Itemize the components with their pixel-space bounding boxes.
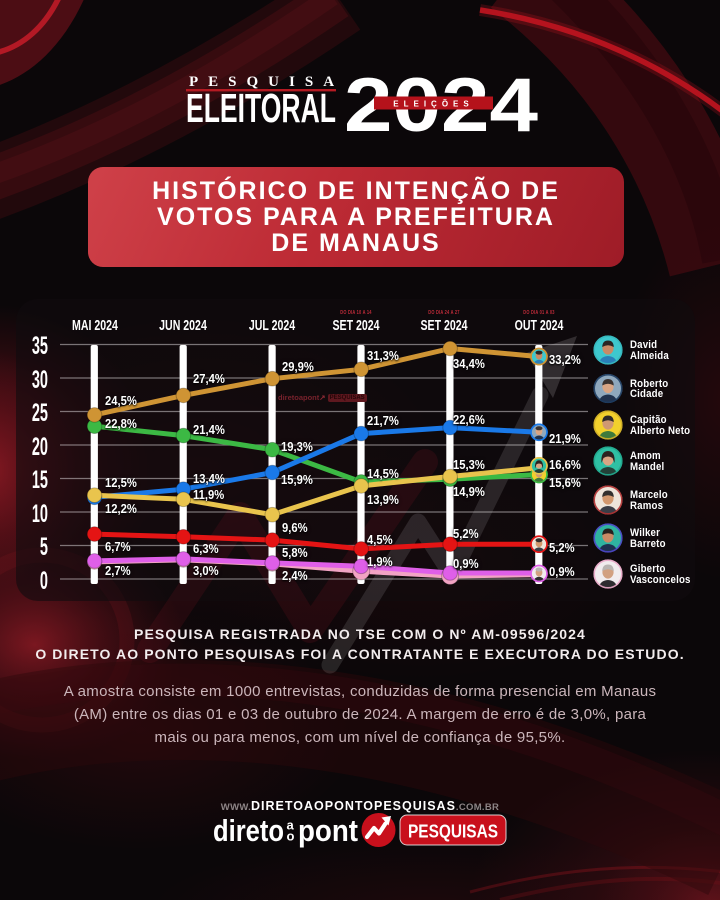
svg-text:direto: direto [213,813,284,848]
svg-text:pont: pont [298,813,358,848]
svg-text:ELEITORAL: ELEITORAL [186,85,336,131]
svg-text:ELEIÇÕES: ELEIÇÕES [393,100,473,109]
svg-text:PESQUISA: PESQUISA [189,74,344,90]
svg-text:PESQUISAS: PESQUISAS [408,821,498,842]
svg-text:a: a [287,818,295,833]
svg-text:o: o [287,829,295,844]
